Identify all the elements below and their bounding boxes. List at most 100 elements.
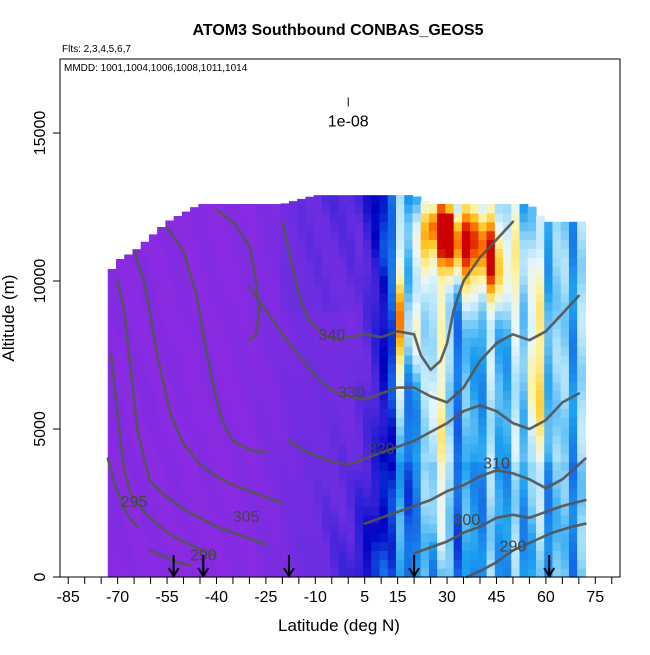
heatmap-cell [148,434,158,445]
heatmap-cell [536,390,545,400]
heatmap-cell [140,470,150,480]
heatmap-cell [223,230,232,241]
heatmap-cell [428,319,438,329]
heatmap-cell [223,301,232,312]
heatmap-cell [371,452,381,463]
heatmap-cell [206,257,216,267]
heatmap-cell [116,275,125,285]
heatmap-cell [412,381,422,392]
heatmap-cell [297,399,307,409]
heatmap-cell [346,346,356,356]
plot-frame [59,58,621,578]
heatmap-cell [478,559,488,569]
heatmap-cell [503,541,512,551]
profile-arrow-head [543,567,556,578]
heatmap-cell [338,292,348,303]
heatmap-cell [116,399,125,409]
heatmap-cell [379,363,389,374]
heatmap-cell [338,408,348,418]
profile-arrow-head [408,567,420,578]
heatmap-cell [346,514,356,525]
heatmap-cell [346,568,356,578]
heatmap-cell [272,355,282,365]
heatmap-cell [305,426,315,436]
scale-marker-label: 1e-08 [328,113,369,130]
heatmap-cell [313,523,323,534]
heatmap-cell [437,550,447,560]
heatmap-cell [371,301,381,312]
heatmap-cell [256,239,265,250]
heatmap-cell [148,283,158,294]
heatmap-cell [321,488,331,498]
heatmap-cell [116,461,125,472]
heatmap-cell [313,479,323,489]
heatmap-cell [231,514,241,525]
heatmap-cell [461,381,471,392]
heatmap-cell [288,310,298,321]
heatmap-cell [231,488,241,498]
heatmap-cell [132,301,142,312]
heatmap-cell [527,221,537,232]
heatmap-cell [346,426,356,436]
heatmap-cell [157,319,167,329]
heatmap-cell [313,568,323,578]
heatmap-cell [379,461,389,472]
heatmap-cell [206,479,216,489]
heatmap-cell [157,514,167,525]
heatmap-cell [181,266,191,276]
heatmap-cell [132,337,142,347]
heatmap-cell [165,488,175,498]
heatmap-cell [214,292,224,303]
heatmap-cell [527,559,537,569]
heatmap-cell [420,257,430,267]
heatmap-cell [223,390,232,400]
heatmap-cell [214,426,224,436]
heatmap-cell [354,541,364,551]
heatmap-cell [437,505,447,516]
heatmap-cell [338,568,348,578]
heatmap-cell [577,550,587,560]
heatmap-cell [239,283,249,294]
heatmap-cell [338,239,348,250]
heatmap-cell [420,200,430,205]
heatmap-cell [470,461,479,472]
heatmap-cell [470,505,479,516]
heatmap-cell [568,337,578,347]
heatmap-cell [412,266,422,276]
heatmap-cell [264,283,274,294]
heatmap-cell [231,541,241,551]
heatmap-cell [363,523,372,534]
heatmap-cell [552,319,562,329]
heatmap-cell [338,399,348,409]
heatmap-cell [107,434,117,445]
heatmap-cell [206,426,216,436]
heatmap-cell [478,523,488,534]
heatmap-cell [470,292,479,303]
heatmap-cell [165,266,175,276]
heatmap-cell [140,248,150,258]
heatmap-cell [511,204,521,214]
heatmap-cell [313,363,323,374]
heatmap-cell [214,310,224,321]
heatmap-cell [140,292,150,303]
heatmap-cell [256,417,265,427]
heatmap-cell [453,328,463,338]
heatmap-cell [503,230,512,241]
heatmap-cell [223,417,232,427]
heatmap-cell [198,505,208,516]
heatmap-cell [354,266,364,276]
heatmap-cell [297,426,307,436]
heatmap-cell [461,434,471,445]
heatmap-cell [494,452,504,463]
heatmap-cell [396,426,405,436]
heatmap-cell [140,541,150,551]
heatmap-cell [181,275,191,285]
heatmap-cell [214,337,224,347]
heatmap-cell [371,443,381,454]
heatmap-cell [190,559,199,569]
heatmap-cell [305,488,315,498]
heatmap-cell [181,310,191,321]
heatmap-cell [527,212,537,223]
heatmap-cell [239,461,249,472]
heatmap-cell [181,363,191,374]
